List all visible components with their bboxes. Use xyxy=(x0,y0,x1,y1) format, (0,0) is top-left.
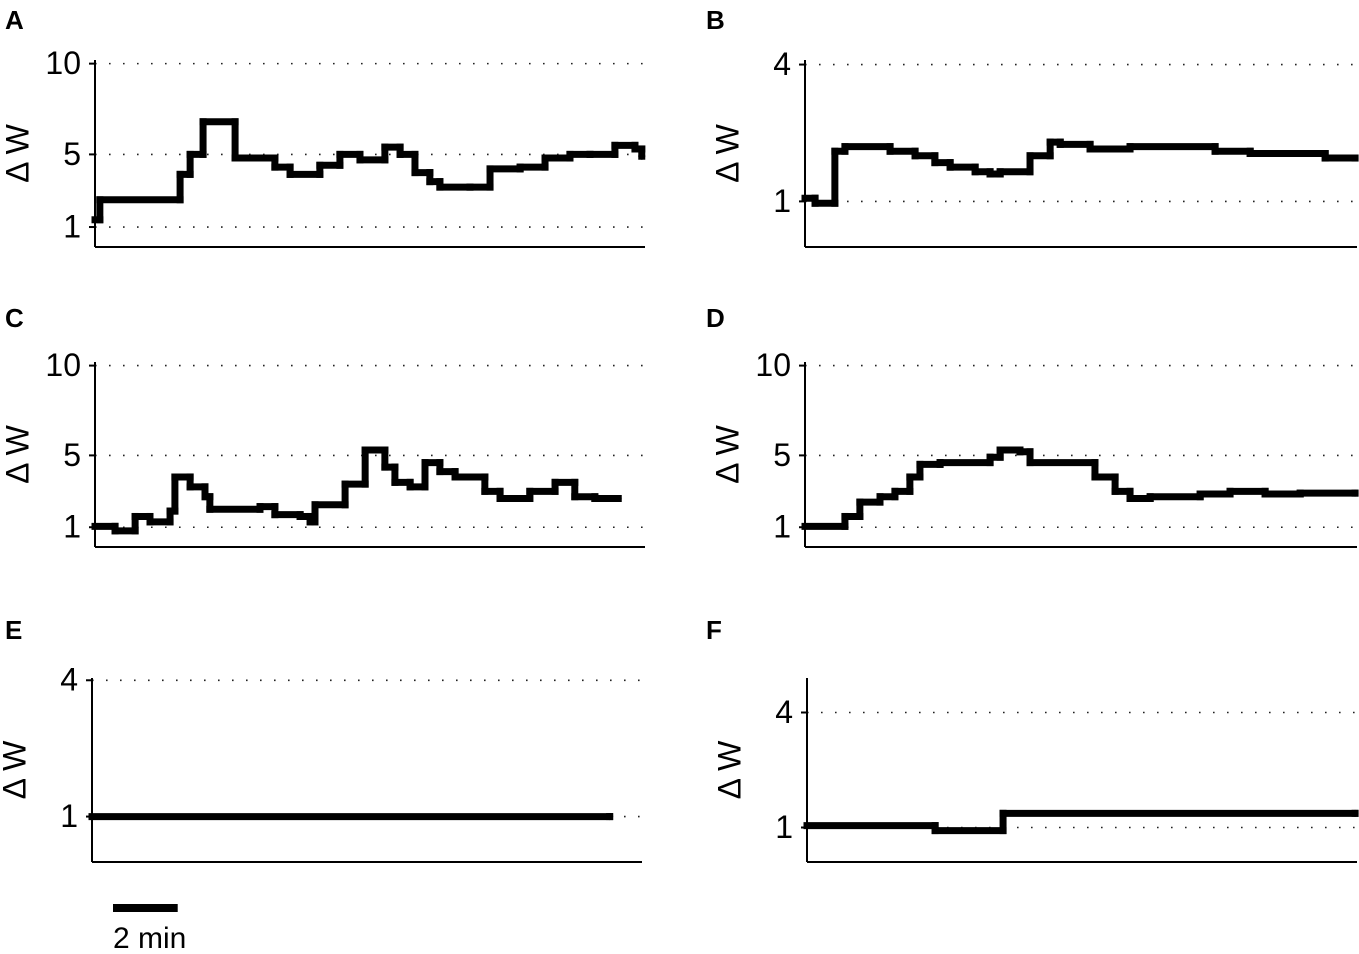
panel: B Δ W 1 4 xyxy=(706,5,1359,248)
panel-label: B xyxy=(706,5,725,35)
step-end xyxy=(614,495,622,503)
panel: A Δ W 1 5 10 xyxy=(0,5,646,248)
y-tick-label: 10 xyxy=(45,347,81,383)
step-end xyxy=(1351,489,1359,497)
y-tick-label: 10 xyxy=(755,347,791,383)
panel-label: D xyxy=(706,303,725,333)
y-tick-label: 10 xyxy=(45,45,81,81)
y-axis-label: Δ W xyxy=(711,740,747,800)
step-end xyxy=(606,813,614,821)
y-axis-label: Δ W xyxy=(709,424,745,484)
y-tick-label: 5 xyxy=(773,437,791,473)
y-tick-label: 5 xyxy=(63,136,81,172)
y-tick-label: 4 xyxy=(60,662,78,698)
y-tick-label: 1 xyxy=(63,509,81,545)
y-tick-label: 4 xyxy=(773,46,791,82)
step-end xyxy=(1351,809,1359,817)
panel-label: A xyxy=(5,5,24,35)
panel-label: C xyxy=(5,303,24,333)
y-axis-label: Δ W xyxy=(0,424,35,484)
panel: F Δ W 1 4 xyxy=(706,615,1359,863)
y-axis-label: Δ W xyxy=(0,123,35,183)
y-axis-label: Δ W xyxy=(0,740,32,800)
y-tick-label: 1 xyxy=(775,809,793,845)
y-tick-label: 1 xyxy=(63,208,81,244)
panel: C Δ W 1 5 10 xyxy=(0,303,645,548)
panel-label: F xyxy=(706,615,722,645)
y-axis-label: Δ W xyxy=(709,123,745,183)
y-tick-label: 1 xyxy=(773,509,791,545)
y-tick-label: 4 xyxy=(775,694,793,730)
scale-bar-label: 2 min xyxy=(113,922,186,954)
panel: D Δ W 1 5 10 xyxy=(706,303,1359,548)
y-tick-label: 5 xyxy=(63,437,81,473)
panel: E Δ W 1 4 2 min xyxy=(0,615,642,954)
step-end xyxy=(1351,154,1359,162)
panel-label: E xyxy=(5,615,22,645)
y-tick-label: 1 xyxy=(773,183,791,219)
step-end xyxy=(638,152,646,160)
y-tick-label: 1 xyxy=(60,798,78,834)
